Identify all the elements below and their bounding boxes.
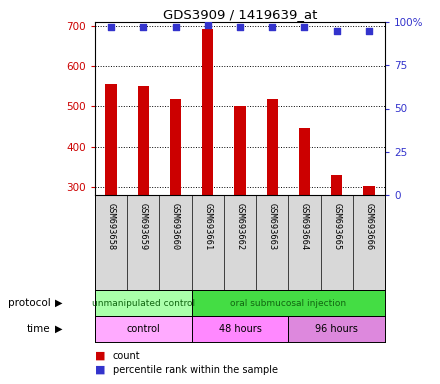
Point: [108, 24, 115, 30]
Bar: [299, 128, 310, 195]
Text: unmanipulated control: unmanipulated control: [92, 298, 195, 308]
Text: GSM693659: GSM693659: [139, 203, 148, 250]
Text: ■: ■: [95, 365, 106, 375]
Point: [204, 22, 211, 28]
Bar: [202, 29, 213, 195]
Text: 96 hours: 96 hours: [315, 324, 358, 334]
Bar: [192, 290, 385, 316]
Title: GDS3909 / 1419639_at: GDS3909 / 1419639_at: [163, 8, 317, 21]
Text: GSM693663: GSM693663: [268, 203, 277, 250]
Text: GSM693658: GSM693658: [106, 203, 116, 250]
Text: ■: ■: [95, 351, 106, 361]
Text: GSM693664: GSM693664: [300, 203, 309, 250]
Bar: [138, 86, 149, 195]
Bar: [363, 186, 374, 195]
Point: [333, 28, 340, 34]
Bar: [95, 290, 192, 316]
Bar: [170, 99, 181, 195]
Text: GSM693660: GSM693660: [171, 203, 180, 250]
Text: oral submucosal injection: oral submucosal injection: [230, 298, 346, 308]
Point: [269, 24, 276, 30]
Bar: [106, 84, 117, 195]
Text: GSM693661: GSM693661: [203, 203, 212, 250]
Text: GSM693665: GSM693665: [332, 203, 341, 250]
Text: protocol: protocol: [8, 298, 51, 308]
Point: [140, 24, 147, 30]
Bar: [95, 316, 192, 342]
Text: GSM693662: GSM693662: [235, 203, 245, 250]
Bar: [235, 106, 246, 195]
Point: [365, 28, 372, 34]
Text: GSM693666: GSM693666: [364, 203, 374, 250]
Text: ▶: ▶: [55, 298, 62, 308]
Point: [301, 24, 308, 30]
Bar: [267, 99, 278, 195]
Text: percentile rank within the sample: percentile rank within the sample: [113, 365, 278, 375]
Bar: [331, 175, 342, 195]
Text: ▶: ▶: [55, 324, 62, 334]
Text: 48 hours: 48 hours: [219, 324, 261, 334]
Bar: [192, 316, 288, 342]
Point: [172, 24, 179, 30]
Text: count: count: [113, 351, 140, 361]
Bar: [288, 316, 385, 342]
Text: control: control: [126, 324, 160, 334]
Text: time: time: [27, 324, 51, 334]
Point: [236, 24, 243, 30]
